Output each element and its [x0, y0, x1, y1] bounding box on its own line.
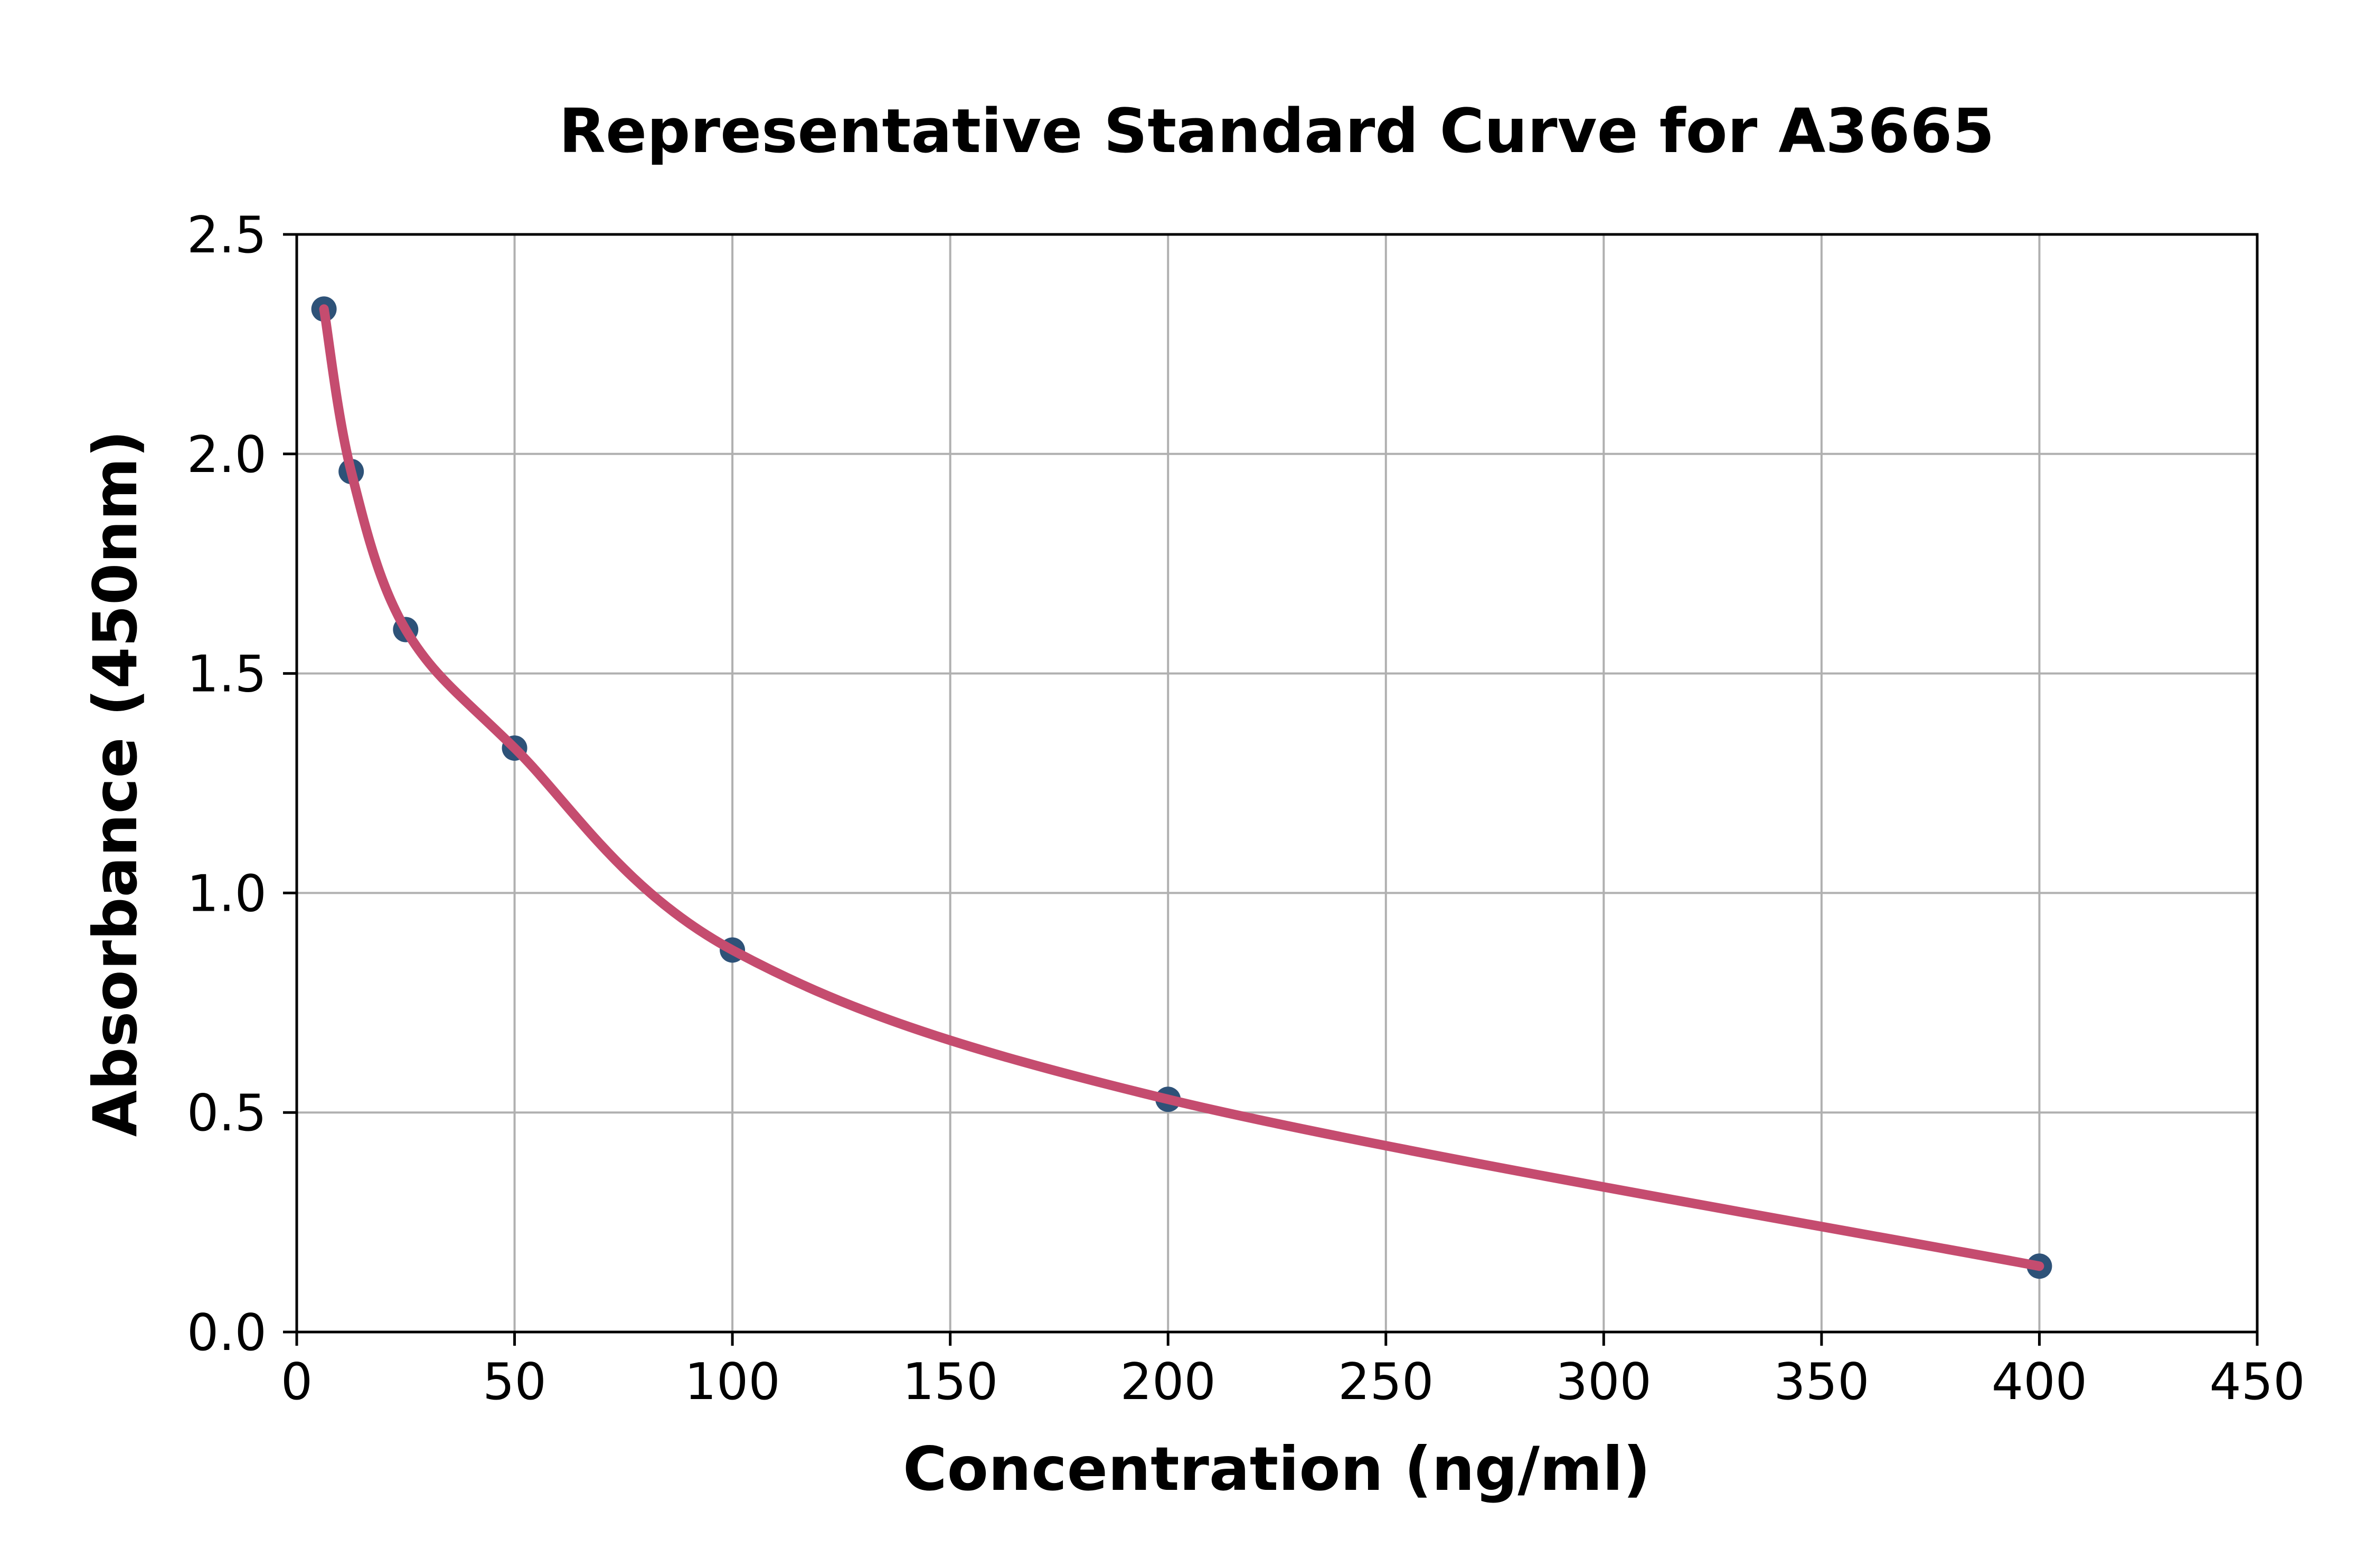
- y-tick-label: 1.5: [187, 646, 267, 704]
- y-tick-label: 1.0: [187, 865, 267, 923]
- y-axis-label: Absorbance (450nm): [80, 430, 150, 1137]
- x-tick-label: 350: [1774, 1353, 1869, 1411]
- chart-title: Representative Standard Curve for A3665: [559, 96, 1995, 167]
- x-tick-label: 300: [1556, 1353, 1652, 1411]
- chart-text: Representative Standard Curve for A3665 …: [80, 96, 2305, 1504]
- axis-ticks: [283, 233, 2259, 1346]
- x-axis-label: Concentration (ng/ml): [903, 1434, 1651, 1504]
- x-tick-label: 400: [1992, 1353, 2087, 1411]
- y-tick-label: 0.5: [187, 1084, 267, 1142]
- x-tick-label: 250: [1338, 1353, 1434, 1411]
- plot-frame: [295, 233, 2259, 1334]
- y-tick-label: 2.0: [187, 426, 267, 484]
- x-tick-label: 100: [684, 1353, 780, 1411]
- x-tick-label: 150: [902, 1353, 998, 1411]
- plot-border: [295, 233, 2259, 1334]
- y-tick-label: 0.0: [187, 1304, 267, 1362]
- fit-curve: [319, 304, 2044, 1271]
- x-tick-label: 50: [483, 1353, 546, 1411]
- gridlines: [296, 233, 2258, 1333]
- y-tick-label: 2.5: [187, 206, 267, 265]
- x-tick-label: 0: [281, 1353, 313, 1411]
- x-tick-labels: 0 50 100 150 200 250 300 350 400 450: [281, 1353, 2305, 1411]
- y-tick-labels: 0.0 0.5 1.0 1.5 2.0 2.5: [187, 206, 267, 1362]
- fit-curve-layer: [319, 304, 2044, 1271]
- data-points: [311, 296, 2052, 1279]
- x-tick-label: 450: [2209, 1353, 2305, 1411]
- x-tick-label: 200: [1120, 1353, 1216, 1411]
